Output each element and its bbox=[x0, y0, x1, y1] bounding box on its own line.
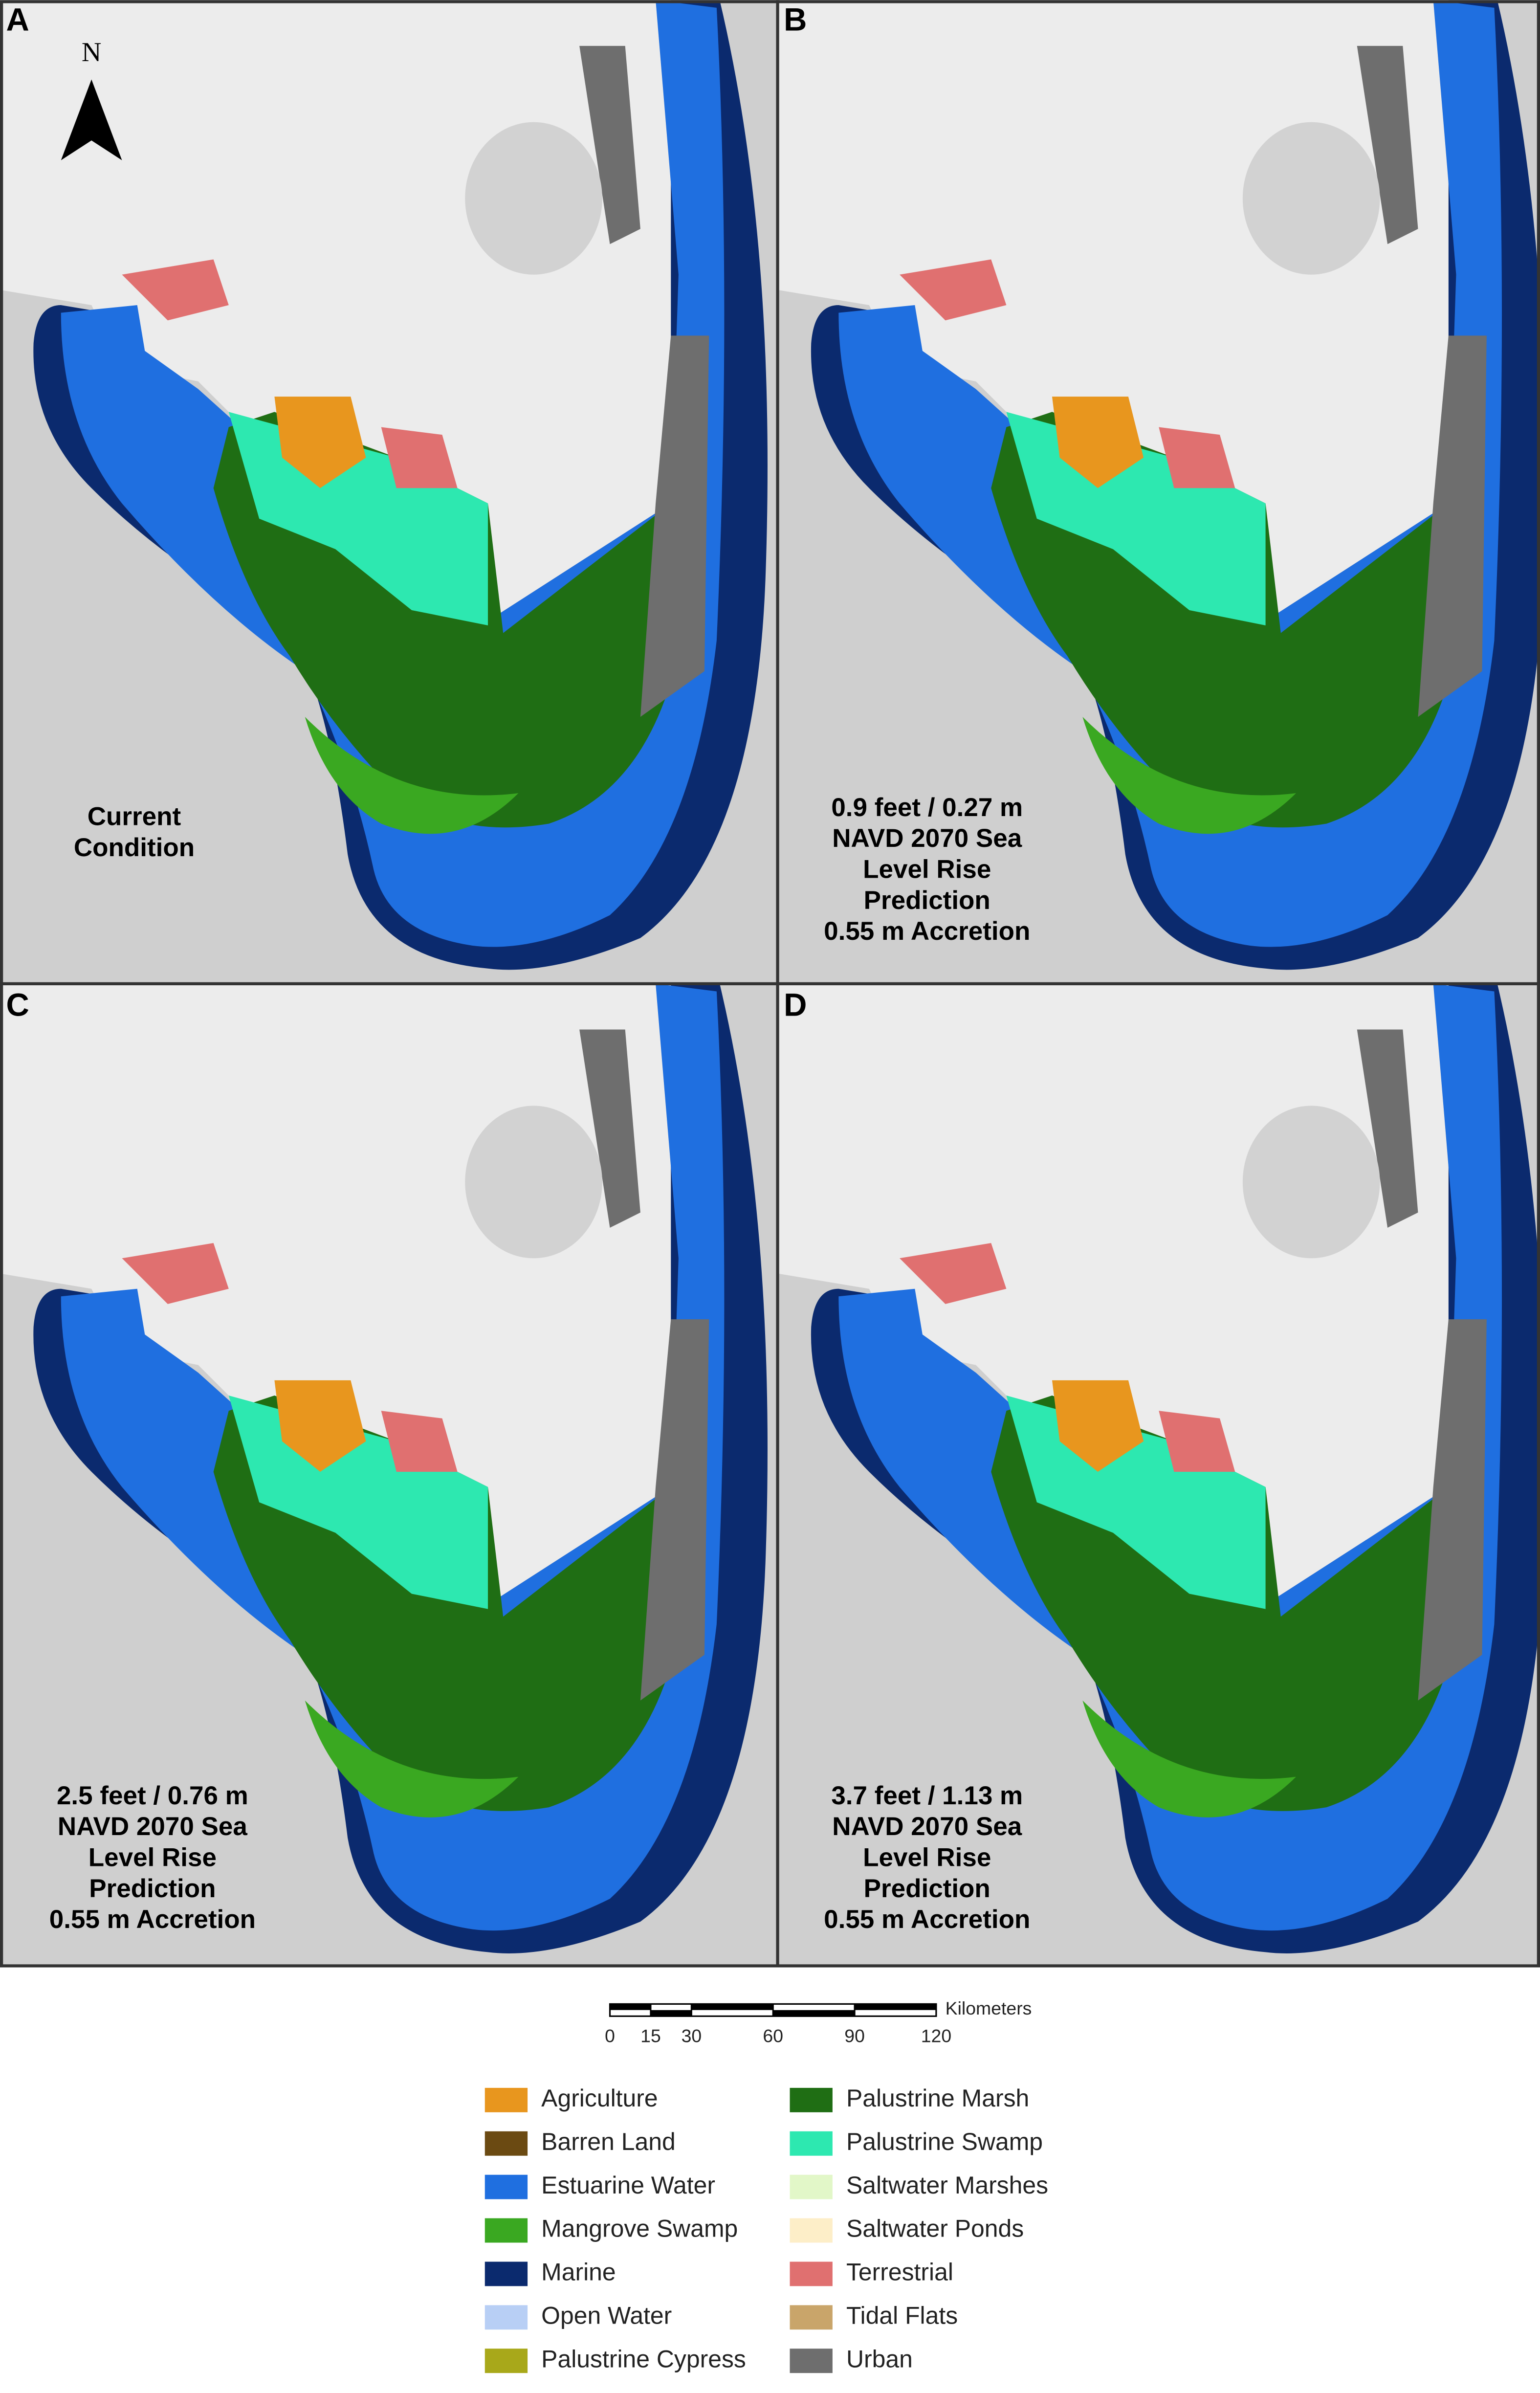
panel-caption: NAVD 2070 Sea bbox=[832, 1812, 1022, 1841]
north-arrow: N bbox=[61, 37, 122, 160]
scale-segment bbox=[691, 2004, 773, 2010]
north-arrow-shape bbox=[61, 79, 122, 160]
legend-label: Saltwater Ponds bbox=[846, 2215, 1024, 2242]
legend-label: Saltwater Marshes bbox=[846, 2171, 1048, 2199]
scale-segment bbox=[773, 2004, 855, 2010]
panel-label: D bbox=[784, 987, 807, 1022]
legend-label: Palustrine Marsh bbox=[846, 2084, 1029, 2112]
legend-label: Estuarine Water bbox=[541, 2171, 715, 2199]
panel-caption: Prediction bbox=[89, 1874, 216, 1903]
scale-tick-label: 30 bbox=[682, 2025, 702, 2046]
scale-segment bbox=[691, 2010, 773, 2016]
panel-caption: Level Rise bbox=[863, 855, 991, 884]
panel-caption: 3.7 feet / 1.13 m bbox=[831, 1781, 1023, 1810]
panel-caption: NAVD 2070 Sea bbox=[58, 1812, 247, 1841]
legend-label: Barren Land bbox=[541, 2128, 676, 2155]
panel-caption: Current bbox=[88, 802, 181, 831]
scale-segment bbox=[610, 2010, 651, 2016]
legend-label: Urban bbox=[846, 2345, 913, 2372]
scale-tick-label: 0 bbox=[605, 2025, 615, 2046]
legend-swatch bbox=[790, 2174, 833, 2199]
scale-segment bbox=[650, 2004, 692, 2010]
legend-label: Agriculture bbox=[541, 2084, 658, 2112]
legend-label: Palustrine Swamp bbox=[846, 2128, 1043, 2155]
scale-tick-label: 120 bbox=[921, 2025, 951, 2046]
legend-swatch bbox=[484, 2349, 528, 2373]
scale-tick-label: 90 bbox=[844, 2025, 865, 2046]
legend-swatch bbox=[484, 2261, 528, 2286]
panel-caption: 0.55 m Accretion bbox=[824, 917, 1030, 946]
legend-label: Mangrove Swamp bbox=[541, 2215, 738, 2242]
scale-tick-label: 15 bbox=[640, 2025, 661, 2046]
legend-label: Tidal Flats bbox=[846, 2302, 958, 2329]
map-panels bbox=[0, 0, 1540, 1968]
legend-swatch bbox=[484, 2218, 528, 2243]
legend-swatch bbox=[484, 2305, 528, 2330]
legend-swatch bbox=[790, 2131, 833, 2156]
legend-swatch bbox=[484, 2174, 528, 2199]
legend-swatch bbox=[484, 2131, 528, 2156]
scale-segment bbox=[650, 2010, 692, 2016]
legend-swatch bbox=[790, 2305, 833, 2330]
panel-label: C bbox=[6, 987, 29, 1022]
legend-label: Open Water bbox=[541, 2302, 672, 2329]
scale-unit: Kilometers bbox=[946, 1998, 1032, 2018]
panel-caption: Condition bbox=[74, 833, 195, 862]
scale-segment bbox=[610, 2004, 651, 2010]
legend-swatch bbox=[790, 2087, 833, 2112]
scale-segment bbox=[773, 2010, 855, 2016]
panel-label: A bbox=[6, 2, 29, 38]
legend-label: Palustrine Cypress bbox=[541, 2345, 746, 2372]
panel-caption: Level Rise bbox=[863, 1843, 991, 1872]
panel-caption: Prediction bbox=[864, 1874, 990, 1903]
panel-caption: NAVD 2070 Sea bbox=[832, 824, 1022, 853]
legend-label: Marine bbox=[541, 2259, 616, 2286]
panel-caption: 2.5 feet / 0.76 m bbox=[57, 1781, 248, 1810]
legend-label: Terrestrial bbox=[846, 2259, 953, 2286]
panel-caption: Prediction bbox=[864, 886, 990, 915]
panel-caption: Level Rise bbox=[88, 1843, 217, 1872]
scale-segment bbox=[855, 2010, 936, 2016]
legend-swatch bbox=[790, 2261, 833, 2286]
scale-tick-label: 60 bbox=[763, 2025, 783, 2046]
legend-swatch bbox=[484, 2087, 528, 2112]
panel-caption: 0.55 m Accretion bbox=[49, 1905, 256, 1934]
scale-segment bbox=[855, 2004, 936, 2010]
panel-caption: 0.9 feet / 0.27 m bbox=[831, 793, 1023, 822]
panel-label: B bbox=[784, 2, 807, 38]
legend-swatch bbox=[790, 2218, 833, 2243]
north-label: N bbox=[82, 37, 102, 67]
legend-swatch bbox=[790, 2349, 833, 2373]
panel-caption: 0.55 m Accretion bbox=[824, 1905, 1030, 1934]
